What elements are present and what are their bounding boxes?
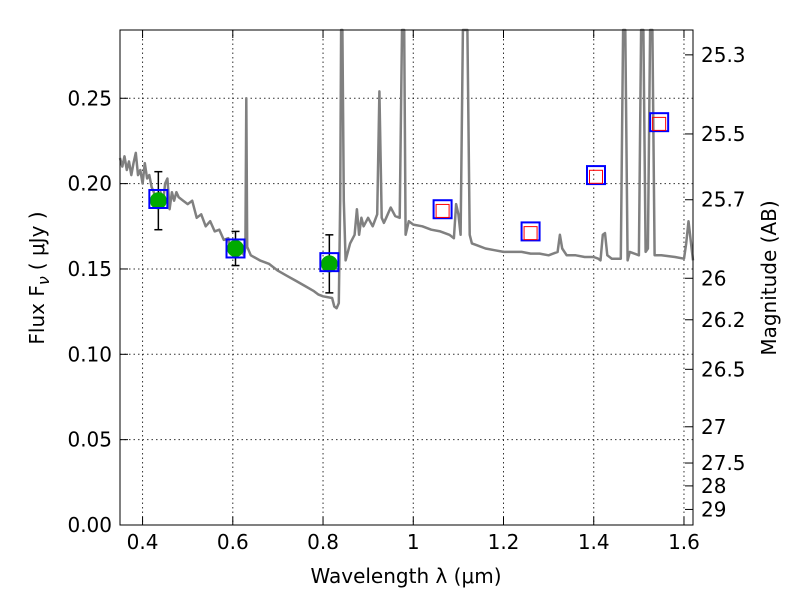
observed-flux-point xyxy=(320,255,338,273)
x-tick-label: 1.2 xyxy=(488,530,520,554)
grid xyxy=(120,30,693,526)
x-tick-label: 0.4 xyxy=(127,530,159,554)
data-markers xyxy=(148,112,670,294)
model-flux-square-red xyxy=(435,203,450,218)
plot-frame xyxy=(119,29,694,526)
model-flux-square-red xyxy=(588,169,603,184)
right-tick-label: 27.5 xyxy=(701,451,746,475)
model-flux-square-blue xyxy=(225,238,246,259)
y-axis-label-subscript: ν xyxy=(34,276,53,285)
right-tick-label: 26 xyxy=(701,266,726,290)
model-flux-square-blue xyxy=(585,165,606,186)
right-tick-label: 25.3 xyxy=(701,43,746,67)
spectrum-line xyxy=(118,28,695,310)
right-tick-label: 28 xyxy=(701,474,726,498)
right-tick-label: 29 xyxy=(701,497,726,521)
y-tick-label: 0.25 xyxy=(67,86,112,110)
y-tick-label: 0.10 xyxy=(67,342,112,366)
right-tick-label: 25.7 xyxy=(701,188,746,212)
y-axis-label-main: Flux F xyxy=(25,285,49,344)
y-tick-label: 0.20 xyxy=(67,172,112,196)
model-spectrum-line xyxy=(118,28,695,310)
model-flux-square-blue xyxy=(148,188,169,209)
right-tick-label: 26.2 xyxy=(701,308,746,332)
observed-flux-point xyxy=(149,192,167,210)
y-tick-label: 0.00 xyxy=(67,513,112,537)
model-flux-square-blue xyxy=(649,112,670,133)
right-tick-label: 25.5 xyxy=(701,122,746,146)
right-tick-label: 26.5 xyxy=(701,357,746,381)
right-axis-label-group: Magnitude (AB) xyxy=(757,200,781,355)
y-tick-label: 0.15 xyxy=(67,257,112,281)
axis-ticks: 0.4 0.6 0.8 1 1.2 1.4 1.6 0.00 0.05 0.10 0.15 0.20 0… xyxy=(67,30,746,554)
model-flux-square-blue xyxy=(520,221,541,242)
x-tick-label: 1.6 xyxy=(668,530,700,554)
right-y-axis-label: Magnitude (AB) xyxy=(757,200,781,355)
model-flux-square-blue xyxy=(319,252,340,273)
x-tick-label: 0.6 xyxy=(217,530,249,554)
x-tick-label: 1.4 xyxy=(578,530,610,554)
y-axis-label-unit: ( μJy ) xyxy=(25,211,49,270)
x-tick-label: 1 xyxy=(407,530,420,554)
observed-flux-point xyxy=(227,239,245,257)
y-axis-label-group: Flux Fν ( μJy ) xyxy=(25,211,53,344)
model-flux-square-red xyxy=(652,116,667,131)
x-tick-label: 0.8 xyxy=(307,530,339,554)
y-tick-label: 0.05 xyxy=(67,428,112,452)
y-axis-label: Flux Fν ( μJy ) xyxy=(25,211,53,344)
right-tick-label: 27 xyxy=(701,415,726,439)
x-axis-label: Wavelength λ (μm) xyxy=(310,564,501,588)
model-flux-square-red xyxy=(523,226,538,241)
model-flux-square-blue xyxy=(432,199,453,220)
